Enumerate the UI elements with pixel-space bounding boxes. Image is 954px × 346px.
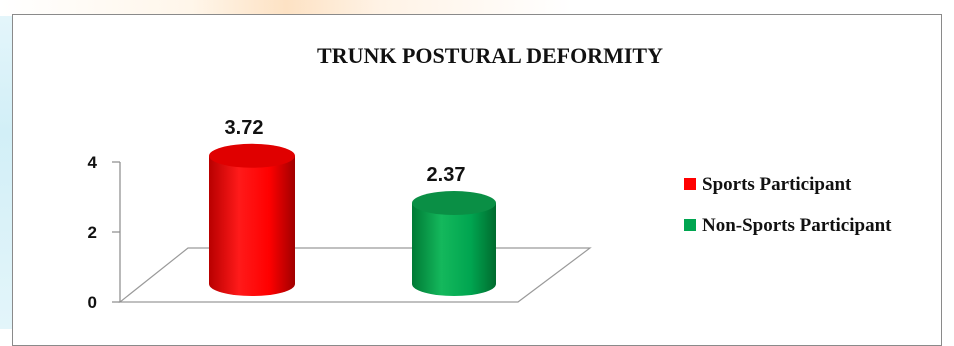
bar <box>412 203 496 296</box>
bar-top-cap <box>412 191 496 216</box>
y-tick-label: 4 <box>88 153 98 172</box>
y-tick-label: 2 <box>88 223 97 242</box>
background-left-band <box>0 0 12 329</box>
data-label: 2.37 <box>427 164 466 186</box>
legend: Sports Participant Non-Sports Participan… <box>684 174 892 236</box>
bar-top-cap <box>209 143 295 168</box>
y-tick-label: 0 <box>88 293 97 312</box>
bar-chart: TRUNK POSTURAL DEFORMITY 0 2 4 3.722.37 … <box>88 43 893 312</box>
bars-group: 3.72 2.37 <box>209 117 496 296</box>
legend-label-sports: Sports Participant <box>702 174 852 195</box>
data-label: 3.72 <box>225 117 264 139</box>
chart-title: TRUNK POSTURAL DEFORMITY <box>317 43 663 68</box>
legend-label-non-sports: Non-Sports Participant <box>702 215 892 236</box>
bar <box>209 155 295 296</box>
chart-floor <box>118 247 592 303</box>
legend-swatch-sports <box>684 178 696 190</box>
background-top-band <box>0 0 954 16</box>
legend-swatch-non-sports <box>684 219 696 231</box>
